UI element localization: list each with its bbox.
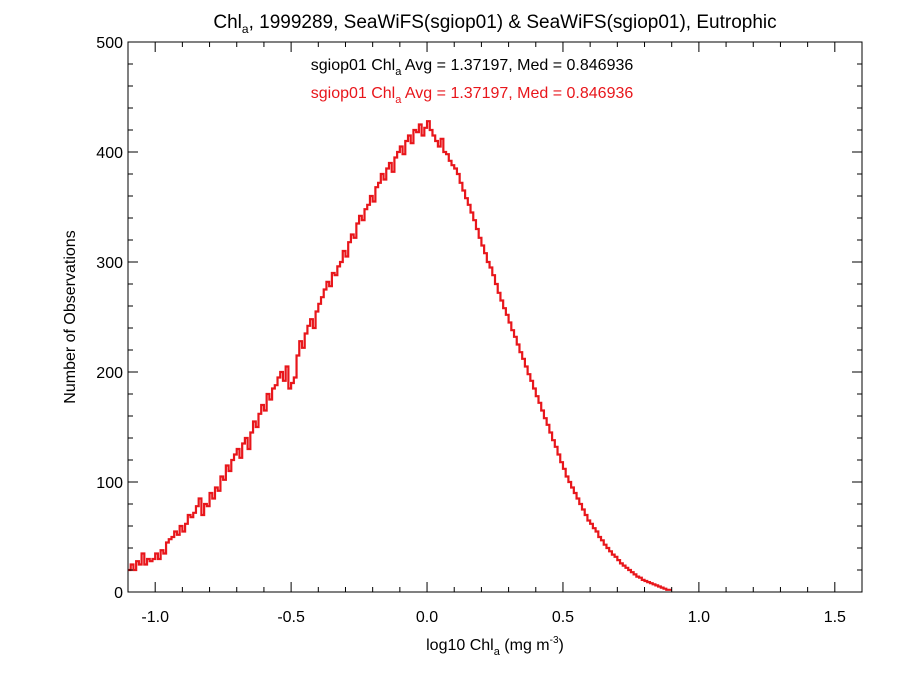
- x-tick-label: 0.0: [416, 609, 438, 626]
- x-axis-label: log10 Chla (mg m-3): [426, 635, 564, 658]
- y-tick-label: 100: [96, 475, 123, 492]
- y-tick-label: 500: [96, 35, 123, 52]
- y-tick-label: 0: [114, 585, 123, 602]
- annotation-black-subscript: a: [395, 66, 402, 78]
- x-tick-label: 0.5: [552, 609, 574, 626]
- annotation-black: sgiop01 Chla Avg = 1.37197, Med = 0.8469…: [311, 57, 634, 78]
- chart-title: Chla, 1999289, SeaWiFS(sgiop01) & SeaWiF…: [213, 12, 776, 36]
- histogram-series-line: [128, 120, 672, 591]
- annotation-red: sgiop01 Chla Avg = 1.37197, Med = 0.8469…: [311, 85, 634, 106]
- x-tick-label: 1.5: [824, 609, 846, 626]
- x-axis-label-subscript: a: [494, 646, 501, 658]
- y-tick-label: 200: [96, 365, 123, 382]
- y-tick-label: 300: [96, 255, 123, 272]
- y-tick-label: 400: [96, 145, 123, 162]
- x-tick-label: -0.5: [277, 609, 305, 626]
- y-axis-label: Number of Observations: [62, 230, 79, 403]
- chart-title-subscript: a: [242, 22, 249, 36]
- x-tick-label: 1.0: [688, 609, 710, 626]
- x-tick-label: -1.0: [141, 609, 169, 626]
- annotation-red-subscript: a: [395, 94, 402, 106]
- y-axis-ticks: 0 100 200 300 400 500: [96, 35, 862, 602]
- plot-frame: [127, 41, 863, 593]
- x-axis-ticks: -1.0 -0.5 0.0 0.5 1.0 1.5: [127, 42, 863, 626]
- x-axis-label-superscript: -3: [550, 635, 559, 646]
